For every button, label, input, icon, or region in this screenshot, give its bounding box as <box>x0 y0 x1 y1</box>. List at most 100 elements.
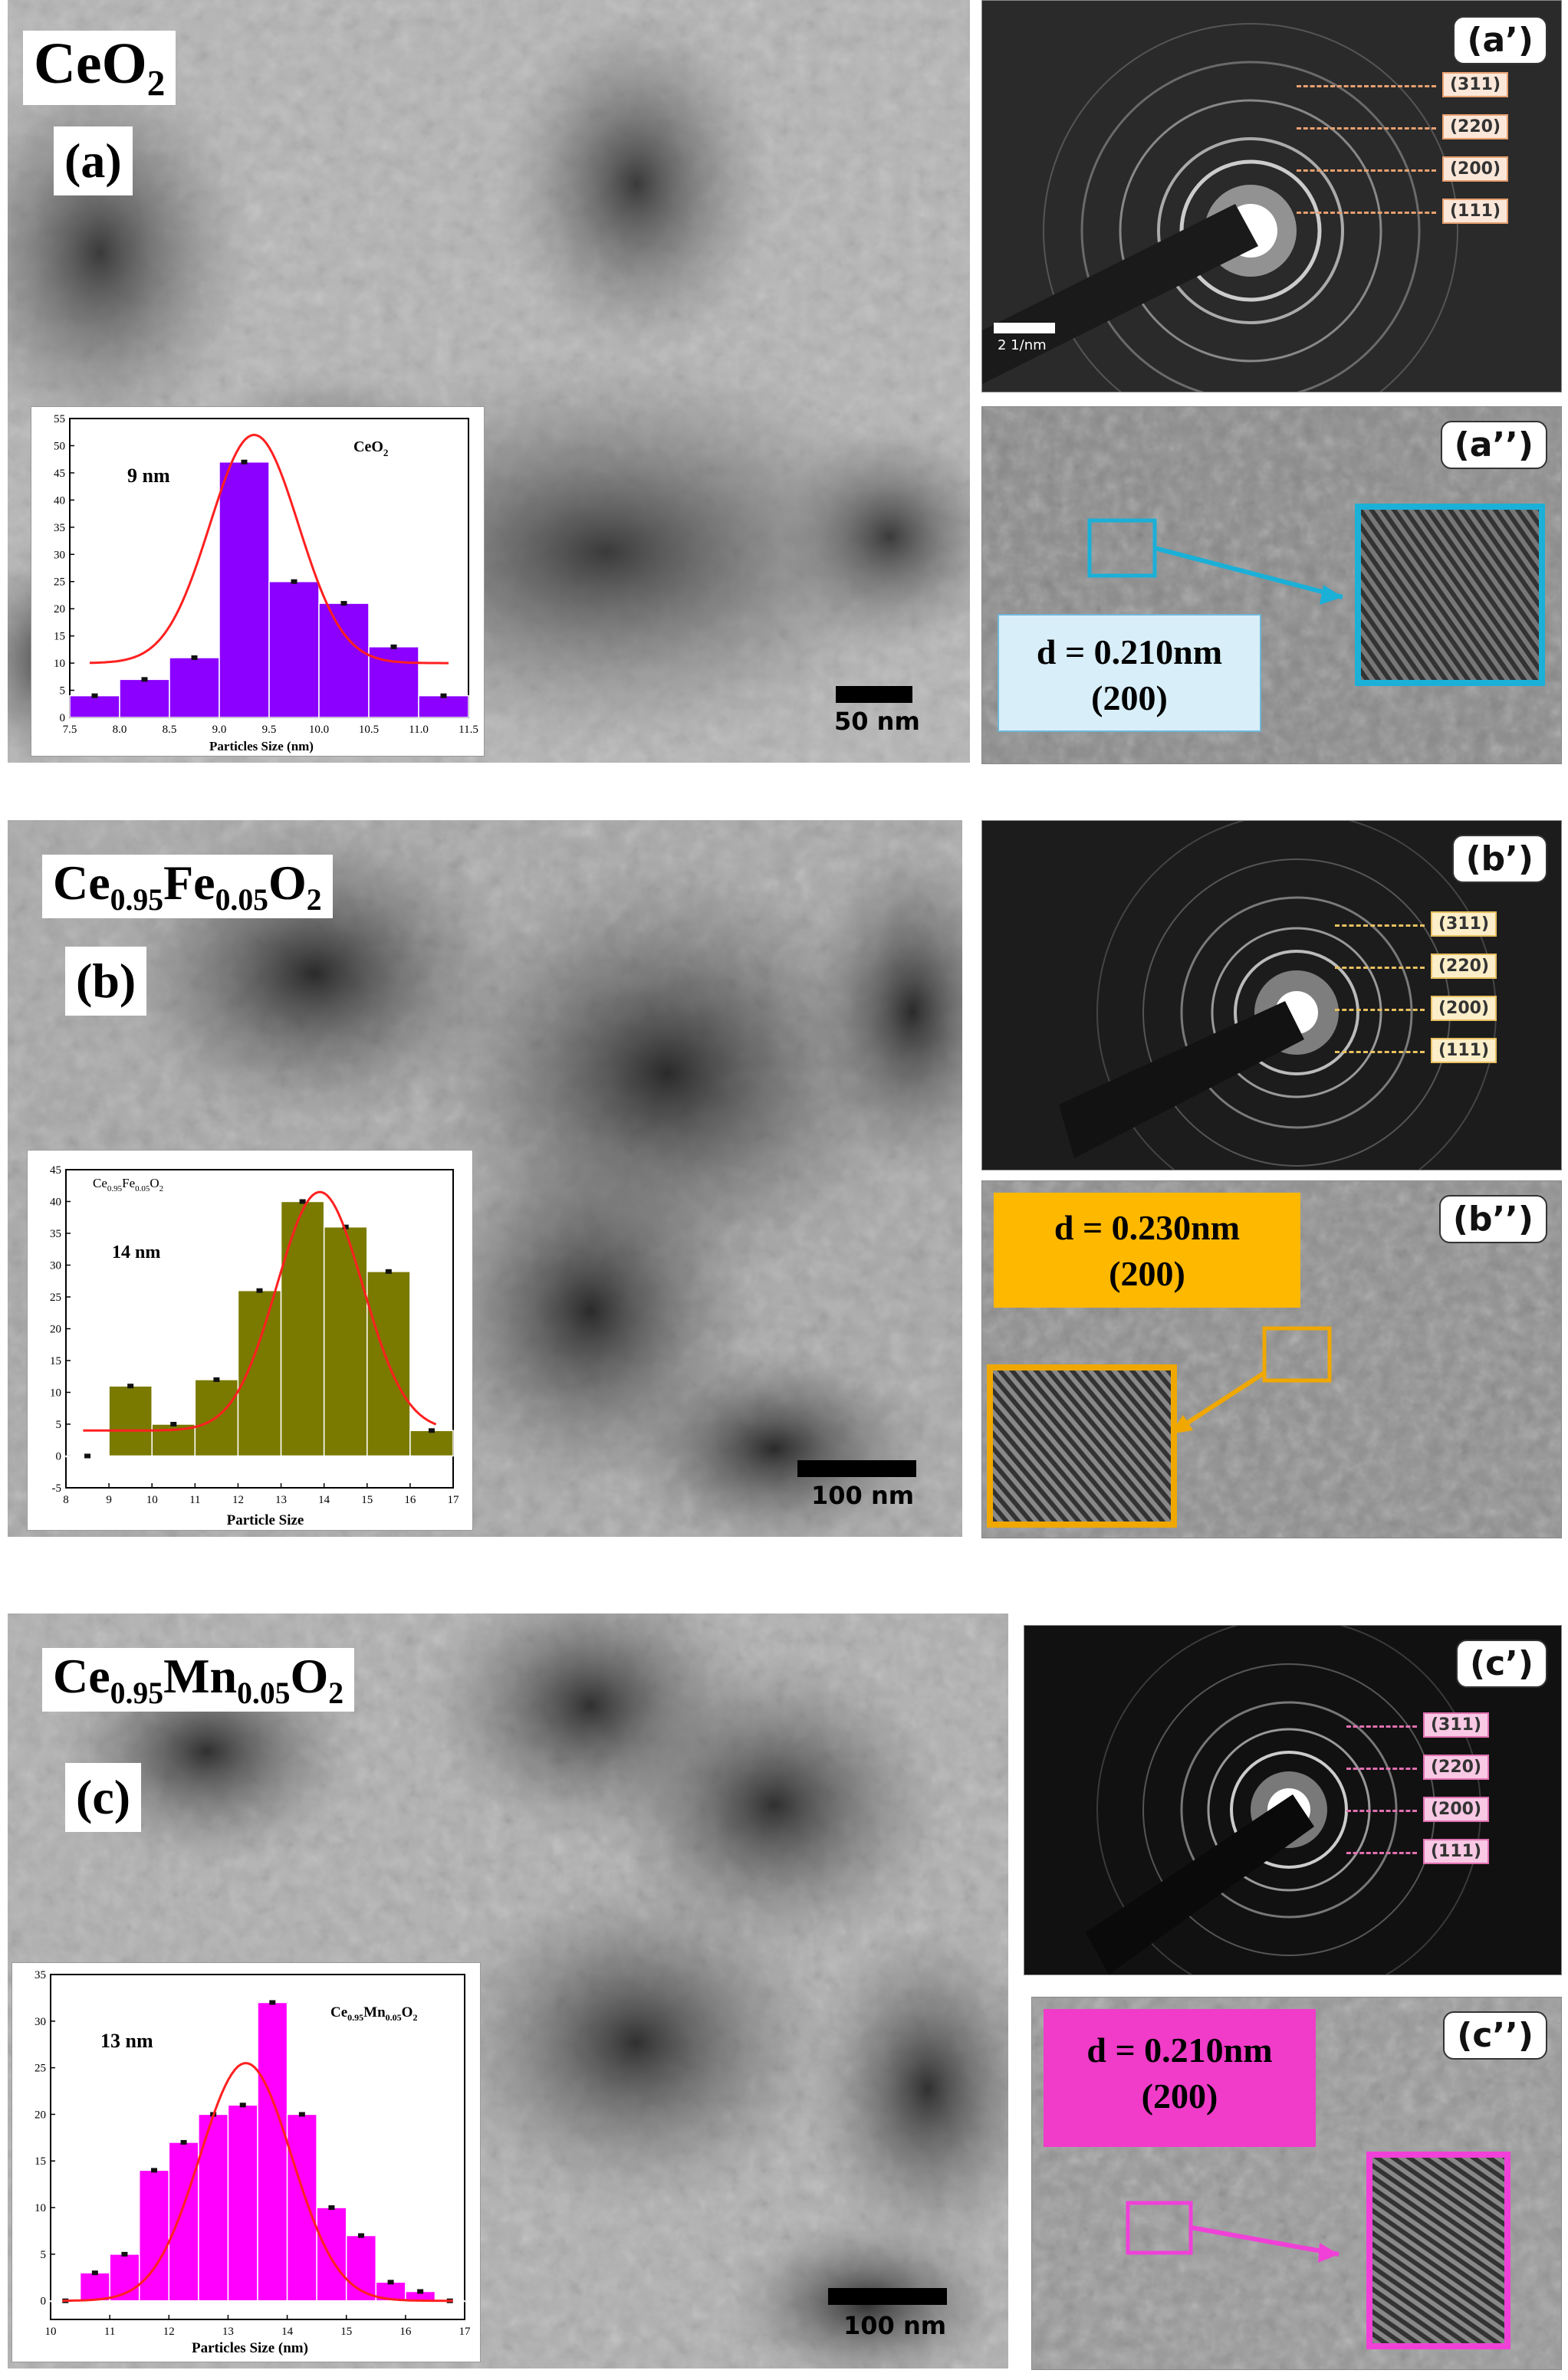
y-tick-label: 40 <box>50 1197 61 1209</box>
hrtem-panel-b: (b’’) d = 0.230nm (200) <box>981 1180 1562 1538</box>
saed-scale-label-a: 2 1/nm <box>998 337 1047 353</box>
scale-label-b: 100 nm <box>811 1481 915 1510</box>
gaussian-fit-curve <box>89 433 449 665</box>
histogram-inset-c: 10 11 12 13 14 15 16 17 0 5 10 15 20 25 30 35 13 nm Ce0… <box>12 1962 481 2362</box>
y-tick-label: 25 <box>50 1292 61 1304</box>
hrtem-panel-a: (a’’) d = 0.210nm (200) <box>981 406 1562 764</box>
ring-pointer <box>1297 169 1436 172</box>
histogram-title-b: Ce0.95Fe0.05O2 <box>93 1176 163 1193</box>
x-tick-label: 9.5 <box>262 724 277 736</box>
histogram-bar <box>79 2272 110 2302</box>
histogram-bar <box>268 580 320 718</box>
histogram-bar <box>280 1200 325 1457</box>
ring-pointer <box>1346 1852 1417 1854</box>
scale-label-a: 50 nm <box>834 707 920 736</box>
bar-error-marker <box>390 644 397 649</box>
bar-error-marker <box>328 2205 335 2211</box>
y-tick-label: 30 <box>50 1260 61 1272</box>
histogram-title-c: Ce0.95Mn0.05O2 <box>330 2004 417 2023</box>
x-tick-label: 17 <box>448 1494 460 1506</box>
ring-label: (200) <box>1423 1797 1490 1822</box>
saed-tag-a: (a’) <box>1453 16 1547 64</box>
x-tick-label: 12 <box>232 1494 244 1506</box>
bar-error-marker <box>387 2280 394 2285</box>
bar-error-marker <box>141 677 148 682</box>
x-tick-label: 10 <box>146 1494 158 1506</box>
y-tick-label: 0 <box>60 712 66 724</box>
saed-tag-c: (c’) <box>1455 1640 1547 1688</box>
y-tick-label: 5 <box>60 685 66 698</box>
bar-error-marker <box>428 1428 435 1433</box>
ring-labels-b: (311) (220) (200) (111) <box>982 821 1561 1170</box>
x-tick-label: 17 <box>459 2326 472 2338</box>
tem-title-b-sub2: 0.05 <box>215 882 268 917</box>
y-tick-label: 20 <box>35 2109 46 2121</box>
x-tick-label: 12 <box>163 2326 175 2338</box>
y-tick-label: 45 <box>54 468 65 480</box>
x-tick-label: 10.5 <box>359 724 379 736</box>
tem-title-c-sub3: 2 <box>328 1676 344 1710</box>
bar-error-marker <box>91 693 98 698</box>
y-tick-label: 5 <box>41 2249 47 2261</box>
plane-b: (200) <box>1109 1253 1185 1293</box>
ring-label: (220) <box>1442 114 1509 140</box>
bar-error-marker <box>342 1224 349 1229</box>
y-tick-label: 15 <box>35 2155 46 2168</box>
histogram-bar <box>286 2113 317 2302</box>
y-tick-label: 15 <box>54 631 65 643</box>
y-tick-label: 10 <box>50 1387 61 1400</box>
plot-frame <box>50 1974 465 2320</box>
ring-labels-c: (311) (220) (200) (111) <box>1024 1626 1561 1975</box>
ring-labels-a: (311) (220) (200) (111) <box>982 1 1561 392</box>
y-tick-label: 30 <box>35 2016 46 2028</box>
x-tick-label: 15 <box>361 1494 373 1506</box>
y-tick-label: 15 <box>50 1355 61 1367</box>
y-tick-label: 10 <box>35 2202 46 2214</box>
ring-pointer <box>1335 967 1425 969</box>
y-tick-label: 20 <box>50 1324 61 1336</box>
tem-title-b: Ce0.95Fe0.05O2 <box>42 855 333 918</box>
d-spacing-box-c: d = 0.210nm (200) <box>1044 2009 1316 2147</box>
d-spacing-a: d = 0.210nm <box>1036 632 1223 671</box>
tem-title-c-el2: Mn <box>163 1649 238 1703</box>
ring-label: (220) <box>1431 954 1497 979</box>
histogram-bar <box>227 2104 258 2302</box>
y-tick-label: 30 <box>54 549 65 561</box>
y-tick-label: 45 <box>50 1164 61 1177</box>
scale-bar-c <box>828 2288 947 2305</box>
saed-image-b <box>982 821 1561 1170</box>
bar-error-marker <box>191 655 198 660</box>
bar-error-marker <box>256 1288 263 1293</box>
y-tick-label: 35 <box>54 522 65 534</box>
bar-error-marker <box>84 1453 91 1459</box>
hrtem-tag-a: (a’’) <box>1440 421 1547 469</box>
plane-c: (200) <box>1141 2076 1218 2116</box>
gaussian-fit-curve <box>62 2062 453 2303</box>
histogram-bar <box>323 1226 368 1457</box>
hrtem-panel-c: (c’’) d = 0.210nm (200) <box>1031 1997 1562 2370</box>
y-tick-label: 55 <box>54 413 65 425</box>
tem-title-b-main: Ce <box>53 855 110 910</box>
d-spacing-c: d = 0.210nm <box>1086 2030 1273 2070</box>
x-tick-label: 10.0 <box>309 724 329 736</box>
tem-panel-a: CeO2 (a) 50 nm 7.5 8.0 8.5 9.0 9.5 10.0 10.5 11… <box>8 0 970 763</box>
ring-pointer <box>1335 1009 1425 1011</box>
x-tick-label: 11 <box>189 1494 200 1506</box>
tem-title-a-sub: 2 <box>146 64 166 104</box>
bar-error-marker <box>417 2289 424 2294</box>
histogram-inset-a: 7.5 8.0 8.5 9.0 9.5 10.0 10.5 11.0 11.5 0 5 10 15 20 2… <box>31 406 485 757</box>
bar-error-marker <box>440 693 447 698</box>
tem-title-b-sub3: 2 <box>306 882 322 917</box>
histogram-bar <box>257 2001 288 2302</box>
d-spacing-b: d = 0.230nm <box>1054 1208 1241 1247</box>
y-tick-label: 10 <box>54 658 65 670</box>
x-tick-label: 7.5 <box>63 724 77 736</box>
bar-error-marker <box>127 1384 134 1389</box>
ring-pointer <box>1335 924 1425 927</box>
ring-pointer <box>1346 1810 1417 1812</box>
ring-label: (111) <box>1442 199 1509 224</box>
x-tick-label: 8.5 <box>163 724 177 736</box>
x-tick-label: 11 <box>104 2326 115 2338</box>
scale-bar-b <box>797 1460 916 1477</box>
gaussian-fit-curve <box>83 1190 437 1432</box>
